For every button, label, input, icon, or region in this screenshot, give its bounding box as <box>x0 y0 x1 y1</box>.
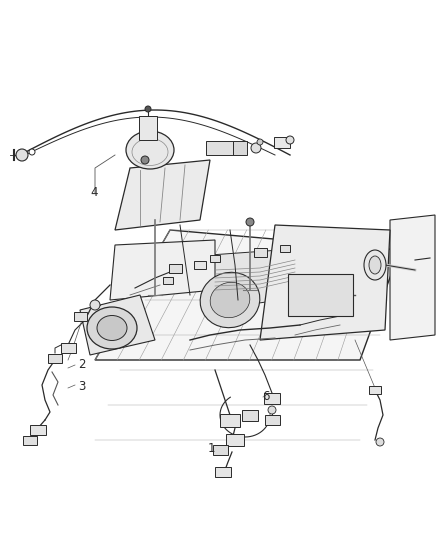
Circle shape <box>268 406 276 414</box>
Bar <box>254 247 266 256</box>
Bar <box>48 353 62 362</box>
Bar <box>212 445 227 455</box>
Polygon shape <box>260 225 390 340</box>
Ellipse shape <box>369 256 381 274</box>
Bar <box>264 392 280 403</box>
Bar <box>74 311 86 320</box>
Polygon shape <box>210 250 280 310</box>
Circle shape <box>257 139 263 145</box>
Bar <box>220 414 240 426</box>
Text: 4: 4 <box>90 186 98 199</box>
Ellipse shape <box>87 307 137 349</box>
Bar <box>226 434 244 446</box>
Bar <box>23 435 37 445</box>
Bar <box>139 116 157 140</box>
Ellipse shape <box>210 282 250 318</box>
Circle shape <box>29 149 35 155</box>
Polygon shape <box>115 160 210 230</box>
Text: 1: 1 <box>208 442 215 455</box>
Circle shape <box>16 149 28 161</box>
Ellipse shape <box>97 316 127 341</box>
Polygon shape <box>95 230 400 360</box>
Text: 6: 6 <box>262 390 269 403</box>
Circle shape <box>251 143 261 153</box>
Bar <box>287 274 353 316</box>
Ellipse shape <box>126 131 174 169</box>
Circle shape <box>145 106 151 112</box>
Circle shape <box>286 136 294 144</box>
Bar <box>242 409 258 421</box>
Polygon shape <box>80 295 155 355</box>
Bar <box>169 263 181 272</box>
Bar <box>215 467 231 477</box>
Bar <box>265 415 279 425</box>
Polygon shape <box>110 240 215 300</box>
Bar <box>60 343 75 353</box>
Polygon shape <box>390 215 435 340</box>
Circle shape <box>141 156 149 164</box>
Bar <box>280 245 290 252</box>
Bar <box>233 141 247 155</box>
Ellipse shape <box>200 272 260 328</box>
Circle shape <box>90 300 100 310</box>
Text: 2: 2 <box>78 358 85 371</box>
Bar <box>206 141 234 155</box>
Bar <box>369 386 381 394</box>
Circle shape <box>246 218 254 226</box>
Bar <box>194 261 206 269</box>
Bar <box>210 254 220 262</box>
Text: 3: 3 <box>78 380 85 393</box>
Bar <box>163 277 173 284</box>
Ellipse shape <box>364 250 386 280</box>
Bar <box>30 425 46 435</box>
Circle shape <box>376 438 384 446</box>
Bar <box>274 136 290 148</box>
